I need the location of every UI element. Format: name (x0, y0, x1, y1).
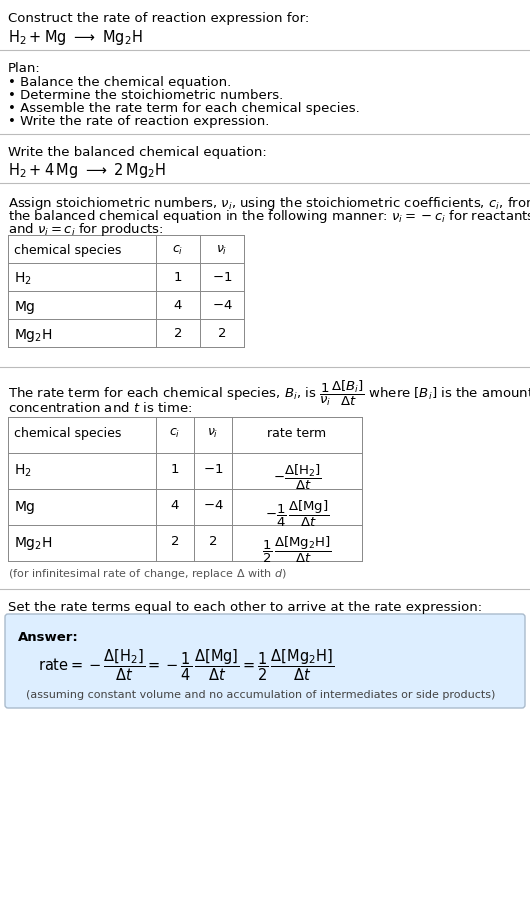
Text: $-\dfrac{\Delta[\mathrm{H_2}]}{\Delta t}$: $-\dfrac{\Delta[\mathrm{H_2}]}{\Delta t}… (272, 463, 321, 492)
Text: Construct the rate of reaction expression for:: Construct the rate of reaction expressio… (8, 12, 309, 25)
Text: The rate term for each chemical species, $B_i$, is $\dfrac{1}{\nu_i}\dfrac{\Delt: The rate term for each chemical species,… (8, 379, 530, 409)
Text: 2: 2 (174, 327, 182, 340)
Text: $\mathrm{rate} = -\dfrac{\Delta[\mathrm{H_2}]}{\Delta t}= -\dfrac{1}{4}\,\dfrac{: $\mathrm{rate} = -\dfrac{\Delta[\mathrm{… (38, 647, 334, 683)
Text: $-1$: $-1$ (203, 463, 223, 476)
Text: $-1$: $-1$ (212, 271, 232, 284)
Text: $\mathrm{Mg}$: $\mathrm{Mg}$ (14, 499, 36, 516)
Text: $\mathrm{H_2 + 4\,Mg\ \longrightarrow\ 2\,Mg_2H}$: $\mathrm{H_2 + 4\,Mg\ \longrightarrow\ 2… (8, 161, 166, 180)
Text: • Determine the stoichiometric numbers.: • Determine the stoichiometric numbers. (8, 89, 283, 102)
Text: $\mathrm{Mg}$: $\mathrm{Mg}$ (14, 299, 36, 316)
Text: 1: 1 (171, 463, 179, 476)
Text: $c_i$: $c_i$ (170, 427, 181, 440)
Text: Write the balanced chemical equation:: Write the balanced chemical equation: (8, 146, 267, 159)
Text: $\mathrm{Mg_2H}$: $\mathrm{Mg_2H}$ (14, 327, 52, 344)
Text: $\mathrm{H_2}$: $\mathrm{H_2}$ (14, 271, 32, 288)
Text: and $\nu_i = c_i$ for products:: and $\nu_i = c_i$ for products: (8, 221, 164, 238)
Text: the balanced chemical equation in the following manner: $\nu_i = -c_i$ for react: the balanced chemical equation in the fo… (8, 208, 530, 225)
Text: 2: 2 (218, 327, 226, 340)
Text: Answer:: Answer: (18, 631, 79, 644)
Text: $-4$: $-4$ (202, 499, 223, 512)
Text: $\dfrac{1}{2}\,\dfrac{\Delta[\mathrm{Mg_2H}]}{\Delta t}$: $\dfrac{1}{2}\,\dfrac{\Delta[\mathrm{Mg_… (262, 535, 332, 565)
Text: chemical species: chemical species (14, 244, 121, 257)
FancyBboxPatch shape (5, 614, 525, 708)
Text: $-4$: $-4$ (211, 299, 232, 312)
Text: 4: 4 (174, 299, 182, 312)
Text: • Assemble the rate term for each chemical species.: • Assemble the rate term for each chemic… (8, 102, 360, 115)
Text: Set the rate terms equal to each other to arrive at the rate expression:: Set the rate terms equal to each other t… (8, 601, 482, 614)
Text: Plan:: Plan: (8, 62, 41, 75)
Text: $\nu_i$: $\nu_i$ (216, 244, 228, 257)
Text: 4: 4 (171, 499, 179, 512)
Text: chemical species: chemical species (14, 427, 121, 440)
Text: Assign stoichiometric numbers, $\nu_i$, using the stoichiometric coefficients, $: Assign stoichiometric numbers, $\nu_i$, … (8, 195, 530, 212)
Text: $\nu_i$: $\nu_i$ (207, 427, 219, 440)
Text: $\mathrm{H_2 + Mg\ \longrightarrow\ Mg_2H}$: $\mathrm{H_2 + Mg\ \longrightarrow\ Mg_2… (8, 28, 143, 47)
Text: $\mathrm{H_2}$: $\mathrm{H_2}$ (14, 463, 32, 479)
Text: 2: 2 (209, 535, 217, 548)
Text: (assuming constant volume and no accumulation of intermediates or side products): (assuming constant volume and no accumul… (26, 690, 496, 700)
Text: 1: 1 (174, 271, 182, 284)
Text: concentration and $t$ is time:: concentration and $t$ is time: (8, 401, 192, 415)
Text: $c_i$: $c_i$ (172, 244, 183, 257)
Text: rate term: rate term (268, 427, 326, 440)
Text: • Write the rate of reaction expression.: • Write the rate of reaction expression. (8, 115, 269, 128)
Text: 2: 2 (171, 535, 179, 548)
Text: • Balance the chemical equation.: • Balance the chemical equation. (8, 76, 231, 89)
Text: $-\dfrac{1}{4}\,\dfrac{\Delta[\mathrm{Mg}]}{\Delta t}$: $-\dfrac{1}{4}\,\dfrac{\Delta[\mathrm{Mg… (264, 499, 329, 529)
Text: (for infinitesimal rate of change, replace $\Delta$ with $d$): (for infinitesimal rate of change, repla… (8, 567, 287, 581)
Text: $\mathrm{Mg_2H}$: $\mathrm{Mg_2H}$ (14, 535, 52, 552)
